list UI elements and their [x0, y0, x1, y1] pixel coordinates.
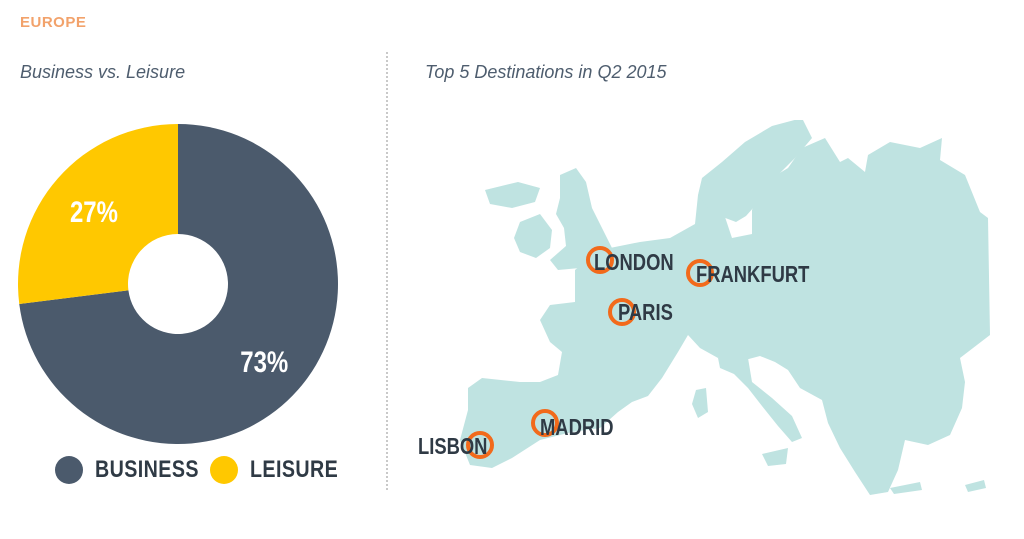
iceland	[485, 182, 540, 208]
legend-label-leisure: LEISURE	[250, 456, 339, 483]
legend-label-business: BUSINESS	[95, 456, 199, 483]
scandinavia	[698, 120, 812, 222]
circle-marker-icon-frankfurt	[686, 259, 714, 287]
data-label-business: 73%	[240, 344, 288, 378]
section-divider	[386, 52, 388, 490]
city-label-london: LONDON	[594, 250, 674, 275]
italy	[718, 352, 802, 442]
city-label-frankfurt: FRANKFURT	[696, 262, 810, 287]
region-heading: EUROPE	[20, 14, 87, 31]
ireland	[514, 214, 552, 258]
map-title: Top 5 Destinations in Q2 2015	[425, 62, 667, 82]
city-label-lisbon: LISBON	[418, 434, 487, 459]
cyprus	[965, 480, 986, 492]
europe-map: LONDON FRANKFURT PARIS MADRID LISBON	[418, 120, 990, 495]
donut-chart: 73% 27%	[17, 124, 338, 444]
legend-swatch-leisure	[210, 456, 238, 484]
europe-landmass	[460, 120, 990, 495]
sardinia	[692, 388, 708, 418]
circle-marker-icon-madrid	[531, 409, 559, 437]
great-britain	[550, 168, 612, 270]
legend-item-business: BUSINESS	[55, 456, 222, 484]
data-label-leisure: 27%	[70, 194, 118, 228]
donut-slice-business	[19, 124, 338, 444]
sicily	[762, 448, 788, 466]
crete	[890, 482, 922, 494]
destination-markers: LONDON FRANKFURT PARIS MADRID LISBON	[418, 246, 810, 460]
circle-marker-icon-lisbon	[466, 431, 494, 459]
legend-item-leisure: LEISURE	[210, 456, 358, 484]
circle-marker-icon-paris	[608, 298, 636, 326]
legend-swatch-business	[55, 456, 83, 484]
donut-slice-leisure	[17, 124, 178, 305]
circle-marker-icon-london	[586, 246, 614, 274]
city-label-madrid: MADRID	[540, 415, 614, 440]
mainland-europe	[460, 138, 990, 495]
pie-chart-title: Business vs. Leisure	[20, 62, 186, 82]
city-label-paris: PARIS	[618, 300, 673, 325]
